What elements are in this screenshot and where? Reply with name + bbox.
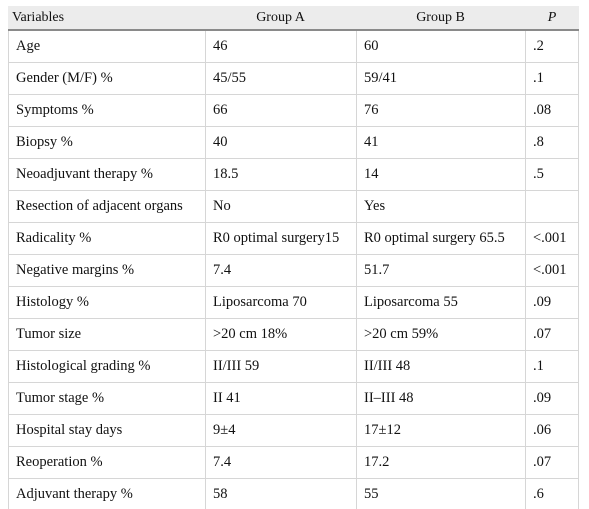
group-a-cell: Liposarcoma 70 bbox=[205, 287, 356, 318]
table-row: Histology % Liposarcoma 70 Liposarcoma 55.… bbox=[8, 287, 579, 319]
group-b-cell: 41 bbox=[356, 127, 525, 158]
group-b-cell: R0 optimal surgery 65.5 bbox=[356, 223, 525, 254]
group-b-cell: II–III 48 bbox=[356, 383, 525, 414]
p-value-cell: .07 bbox=[525, 447, 579, 478]
p-value-cell: .1 bbox=[525, 63, 579, 94]
variable-cell: Histological grading % bbox=[8, 351, 205, 382]
variable-cell: Neoadjuvant therapy % bbox=[8, 159, 205, 190]
variable-cell: Histology % bbox=[8, 287, 205, 318]
group-b-cell: Yes bbox=[356, 191, 525, 222]
table-row: Histological grading % II/III 59 II/III 48… bbox=[8, 351, 579, 383]
variable-cell: Adjuvant therapy % bbox=[8, 479, 205, 509]
table-row: Resection of adjacent organs No Yes bbox=[8, 191, 579, 223]
group-a-cell: II 41 bbox=[205, 383, 356, 414]
group-b-cell: 51.7 bbox=[356, 255, 525, 286]
variable-cell: Tumor size bbox=[8, 319, 205, 350]
table-row: Negative margins % 7.4 51.7 <.001 bbox=[8, 255, 579, 287]
p-value-cell bbox=[525, 191, 579, 222]
table-row: Age 46 60.2 bbox=[8, 31, 579, 63]
table-row: Hospital stay days 9±4 17±12.06 bbox=[8, 415, 579, 447]
variable-cell: Negative margins % bbox=[8, 255, 205, 286]
table-row: Tumor stage % II 41 II–III 48.09 bbox=[8, 383, 579, 415]
group-a-cell: 7.4 bbox=[205, 447, 356, 478]
group-a-cell: 45/55 bbox=[205, 63, 356, 94]
table-row: Gender (M/F) % 45/55 59/41.1 bbox=[8, 63, 579, 95]
p-value-cell: .2 bbox=[525, 31, 579, 62]
group-a-cell: No bbox=[205, 191, 356, 222]
group-b-cell: 17.2 bbox=[356, 447, 525, 478]
variable-cell: Symptoms % bbox=[8, 95, 205, 126]
group-a-cell: 46 bbox=[205, 31, 356, 62]
variable-cell: Radicality % bbox=[8, 223, 205, 254]
variable-cell: Tumor stage % bbox=[8, 383, 205, 414]
table-row: Tumor size >20 cm 18% >20 cm 59% .07 bbox=[8, 319, 579, 351]
group-b-cell: 55 bbox=[356, 479, 525, 509]
group-b-cell: 59/41 bbox=[356, 63, 525, 94]
p-value-cell: <.001 bbox=[525, 223, 579, 254]
p-value-cell: .8 bbox=[525, 127, 579, 158]
p-value-cell: <.001 bbox=[525, 255, 579, 286]
p-value-cell: .09 bbox=[525, 287, 579, 318]
header-p-value: P bbox=[547, 10, 557, 25]
group-a-cell: 40 bbox=[205, 127, 356, 158]
group-b-cell: 60 bbox=[356, 31, 525, 62]
variable-cell: Biopsy % bbox=[8, 127, 205, 158]
variable-cell: Age bbox=[8, 31, 205, 62]
group-b-cell: 17±12 bbox=[356, 415, 525, 446]
variable-cell: Reoperation % bbox=[8, 447, 205, 478]
p-value-cell: .6 bbox=[525, 479, 579, 509]
table-row: Symptoms % 66 76.08 bbox=[8, 95, 579, 127]
group-a-cell: 9±4 bbox=[205, 415, 356, 446]
table-row: Neoadjuvant therapy % 18.5 14.5 bbox=[8, 159, 579, 191]
header-group-a: Group A bbox=[256, 10, 305, 25]
p-value-cell: .08 bbox=[525, 95, 579, 126]
group-a-cell: R0 optimal surgery15 bbox=[205, 223, 356, 254]
group-b-cell: >20 cm 59% bbox=[356, 319, 525, 350]
table-header: Variables Group A Group B P bbox=[8, 6, 579, 31]
group-a-cell: 7.4 bbox=[205, 255, 356, 286]
p-value-cell: .07 bbox=[525, 319, 579, 350]
group-b-cell: Liposarcoma 55 bbox=[356, 287, 525, 318]
header-variables: Variables bbox=[12, 10, 65, 25]
variable-cell: Gender (M/F) % bbox=[8, 63, 205, 94]
group-a-cell: >20 cm 18% bbox=[205, 319, 356, 350]
group-a-cell: 66 bbox=[205, 95, 356, 126]
table-row: Biopsy % 40 41.8 bbox=[8, 127, 579, 159]
table-row: Adjuvant therapy % 58 55.6 bbox=[8, 479, 579, 509]
p-value-cell: .06 bbox=[525, 415, 579, 446]
group-b-cell: 76 bbox=[356, 95, 525, 126]
variable-cell: Hospital stay days bbox=[8, 415, 205, 446]
p-value-cell: .09 bbox=[525, 383, 579, 414]
table-body: Age 46 60.2 Gender (M/F) % 45/55 59/41.1 Sympt… bbox=[8, 31, 579, 509]
group-a-cell: 58 bbox=[205, 479, 356, 509]
variable-cell: Resection of adjacent organs bbox=[8, 191, 205, 222]
group-a-cell: 18.5 bbox=[205, 159, 356, 190]
table-row: Reoperation % 7.4 17.2.07 bbox=[8, 447, 579, 479]
header-group-b: Group B bbox=[416, 10, 465, 25]
comparison-table: Variables Group A Group B P Age 46 60.2 Gen… bbox=[8, 6, 579, 509]
group-b-cell: 14 bbox=[356, 159, 525, 190]
p-value-cell: .1 bbox=[525, 351, 579, 382]
p-value-cell: .5 bbox=[525, 159, 579, 190]
table-row: Radicality % R0 optimal surgery15 R0 optim… bbox=[8, 223, 579, 255]
group-b-cell: II/III 48 bbox=[356, 351, 525, 382]
group-a-cell: II/III 59 bbox=[205, 351, 356, 382]
